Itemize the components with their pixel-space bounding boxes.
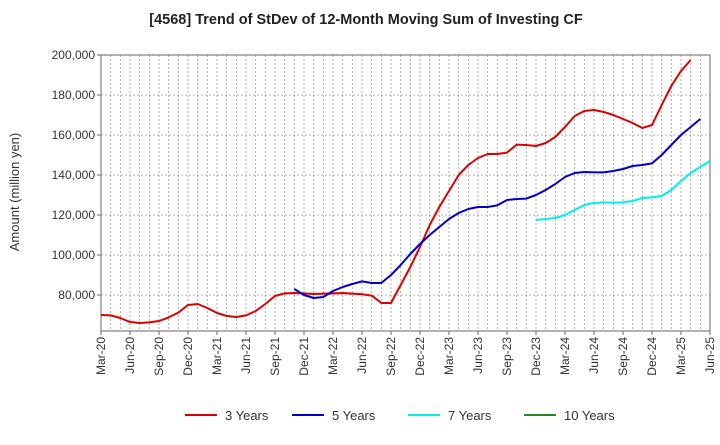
series-line-3-years	[100, 59, 692, 324]
plot-area-frame	[100, 54, 711, 332]
y-axis-label: Amount (million yen)	[7, 133, 22, 252]
series-lines	[100, 59, 711, 324]
chart-title: [4568] Trend of StDev of 12-Month Moving…	[149, 12, 583, 28]
x-tick-label: Dec-21	[297, 337, 311, 376]
grid-lines	[101, 54, 710, 331]
legend-label: 10 Years	[564, 408, 615, 423]
x-tick-label: Sep-20	[152, 337, 166, 376]
series-line-7-years	[535, 160, 711, 221]
x-tick-label: Dec-20	[181, 337, 195, 376]
legend-label: 7 Years	[448, 408, 492, 423]
x-tick-label: Dec-23	[529, 337, 543, 376]
x-tick-label: Sep-24	[616, 337, 630, 376]
x-axis-ticks: Mar-20 Jun-20 Sep-20 Dec-20 Mar-21 Jun-21 Sep-…	[94, 331, 717, 376]
x-tick-label: Jun-22	[355, 337, 369, 374]
y-tick-label: 140,000	[52, 168, 96, 182]
y-tick-label: 160,000	[52, 128, 96, 142]
x-tick-label: Mar-25	[674, 337, 688, 375]
x-tick-label: Dec-24	[645, 337, 659, 376]
legend-label: 5 Years	[332, 408, 376, 423]
series-line-5-years	[293, 118, 701, 299]
x-tick-label: Jun-21	[239, 337, 253, 374]
x-tick-label: Sep-21	[268, 337, 282, 376]
y-tick-label: 120,000	[52, 208, 96, 222]
x-tick-label: Mar-24	[558, 337, 572, 375]
x-tick-label: Jun-23	[471, 337, 485, 374]
x-tick-label: Mar-20	[94, 337, 108, 375]
legend-label: 3 Years	[225, 408, 269, 423]
x-tick-label: Jun-24	[587, 337, 601, 374]
x-tick-label: Mar-21	[210, 337, 224, 375]
y-tick-label: 180,000	[52, 88, 96, 102]
x-tick-label: Mar-23	[442, 337, 456, 375]
x-tick-label: Mar-22	[326, 337, 340, 375]
y-tick-label: 80,000	[58, 288, 95, 302]
y-axis-ticks: 80,000 100,000 120,000 140,000 160,000 180,00…	[52, 48, 101, 302]
x-tick-label: Jun-20	[123, 337, 137, 374]
x-tick-label: Jun-25	[703, 337, 717, 374]
legend: 3 Years 5 Years 7 Years 10 Years	[185, 408, 615, 423]
x-tick-label: Dec-22	[413, 337, 427, 376]
x-tick-label: Sep-22	[384, 337, 398, 376]
y-tick-label: 100,000	[52, 248, 96, 262]
y-tick-label: 200,000	[52, 48, 96, 62]
x-tick-label: Sep-23	[500, 337, 514, 376]
